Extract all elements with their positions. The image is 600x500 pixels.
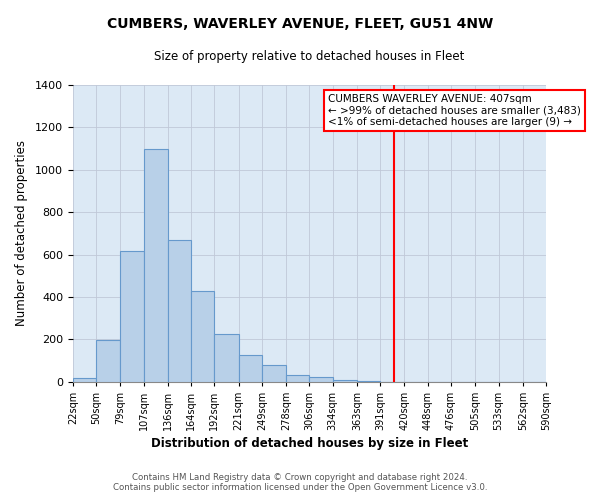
X-axis label: Distribution of detached houses by size in Fleet: Distribution of detached houses by size … xyxy=(151,437,468,450)
Y-axis label: Number of detached properties: Number of detached properties xyxy=(15,140,28,326)
Bar xyxy=(96,340,120,382)
Bar xyxy=(239,355,262,382)
Bar xyxy=(191,290,214,382)
Bar xyxy=(168,240,191,382)
Bar xyxy=(333,380,357,382)
Bar xyxy=(310,378,333,382)
Bar xyxy=(286,376,310,382)
Bar xyxy=(262,364,286,382)
Bar xyxy=(214,334,239,382)
Bar xyxy=(357,380,380,382)
Text: CUMBERS WAVERLEY AVENUE: 407sqm
← >99% of detached houses are smaller (3,483)
<1: CUMBERS WAVERLEY AVENUE: 407sqm ← >99% o… xyxy=(328,94,581,127)
Title: Size of property relative to detached houses in Fleet: Size of property relative to detached ho… xyxy=(154,50,464,63)
Text: CUMBERS, WAVERLEY AVENUE, FLEET, GU51 4NW: CUMBERS, WAVERLEY AVENUE, FLEET, GU51 4N… xyxy=(107,18,493,32)
Bar xyxy=(73,378,96,382)
Bar xyxy=(143,148,168,382)
Text: Contains HM Land Registry data © Crown copyright and database right 2024.
Contai: Contains HM Land Registry data © Crown c… xyxy=(113,473,487,492)
Bar xyxy=(120,252,143,382)
